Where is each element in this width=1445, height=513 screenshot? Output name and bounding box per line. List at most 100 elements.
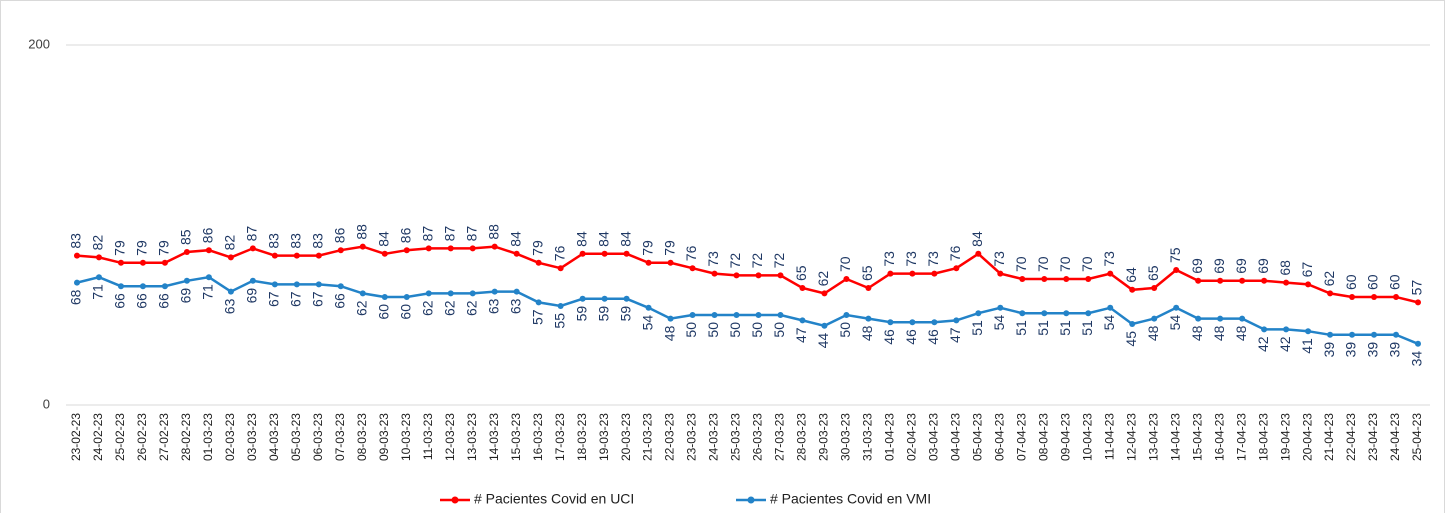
- data-label: 48: [1233, 325, 1249, 341]
- data-point: [271, 281, 278, 288]
- data-point: [623, 250, 630, 257]
- data-point: [1239, 315, 1246, 322]
- data-label: 66: [332, 293, 348, 309]
- data-label: 69: [178, 288, 194, 304]
- data-point: [755, 272, 762, 279]
- x-tick-label: 20-04-23: [1300, 413, 1314, 461]
- data-point: [1063, 276, 1070, 282]
- data-point: [337, 247, 344, 254]
- data-point: [205, 274, 212, 281]
- data-label: 60: [1387, 274, 1403, 290]
- data-label: 62: [815, 271, 831, 287]
- data-point: [689, 265, 696, 272]
- data-point: [733, 312, 740, 318]
- data-point: [491, 288, 498, 295]
- data-label: 48: [661, 325, 677, 341]
- data-point: [1349, 331, 1356, 338]
- data-point: [381, 294, 388, 300]
- data-point: [931, 319, 938, 326]
- data-label: 34: [1409, 351, 1425, 367]
- data-point: [95, 274, 102, 281]
- data-point: [359, 290, 366, 297]
- data-point: [1173, 267, 1180, 273]
- x-tick-label: 27-03-23: [773, 413, 787, 461]
- data-point: [1129, 286, 1136, 293]
- data-point: [403, 247, 410, 254]
- data-point: [205, 247, 212, 254]
- data-label: 86: [332, 227, 348, 243]
- x-tick-label: 23-04-23: [1366, 413, 1380, 461]
- data-label: 54: [991, 315, 1007, 331]
- legend-marker: [747, 496, 755, 504]
- data-point: [865, 285, 872, 291]
- data-label: 67: [1299, 262, 1315, 278]
- data-point: [425, 245, 432, 252]
- data-point: [535, 259, 542, 266]
- data-label: 63: [222, 298, 238, 314]
- data-point: [293, 252, 300, 259]
- data-label: 73: [705, 251, 721, 267]
- data-label: 70: [1057, 256, 1073, 272]
- x-tick-label: 01-03-23: [201, 413, 215, 461]
- x-tick-label: 18-04-23: [1256, 413, 1270, 461]
- x-tick-label: 23-03-23: [685, 413, 699, 461]
- data-label: 50: [771, 322, 787, 338]
- data-label: 47: [947, 327, 963, 343]
- x-tick-label: 14-04-23: [1168, 413, 1182, 461]
- data-label: 66: [156, 293, 172, 309]
- series-line: [76, 245, 1419, 304]
- data-label: 66: [134, 293, 150, 309]
- data-point: [1261, 326, 1268, 333]
- data-point: [1305, 328, 1312, 335]
- data-label: 72: [771, 253, 787, 269]
- data-label: 65: [793, 265, 809, 281]
- x-tick-label: 27-02-23: [157, 413, 171, 461]
- data-point: [161, 283, 168, 290]
- data-label: 76: [947, 245, 963, 261]
- data-point: [711, 312, 718, 318]
- x-tick-label: 06-04-23: [992, 413, 1006, 461]
- data-label: 57: [1409, 280, 1425, 296]
- data-point: [755, 312, 762, 318]
- data-point: [227, 254, 234, 261]
- data-point: [843, 276, 850, 282]
- data-point: [711, 270, 718, 277]
- data-label: 83: [266, 233, 282, 249]
- x-tick-label: 03-03-23: [245, 413, 259, 461]
- data-point: [447, 290, 454, 297]
- x-tick-label: 11-04-23: [1102, 413, 1116, 460]
- x-tick-label: 08-03-23: [355, 413, 369, 461]
- data-point: [74, 252, 80, 259]
- data-point: [997, 270, 1004, 277]
- legend-marker: [451, 496, 459, 504]
- data-label: 48: [1189, 325, 1205, 341]
- data-point: [469, 290, 476, 297]
- data-label: 51: [1079, 320, 1095, 336]
- data-label: 88: [485, 224, 501, 240]
- data-point: [1173, 304, 1180, 311]
- x-tick-label: 02-04-23: [905, 413, 919, 461]
- data-label: 88: [353, 224, 369, 240]
- data-point: [1327, 331, 1334, 338]
- data-point: [535, 299, 542, 306]
- data-label: 51: [1035, 320, 1051, 336]
- data-point: [623, 295, 630, 302]
- data-label: 45: [1123, 331, 1139, 347]
- data-label: 59: [617, 306, 633, 322]
- data-label: 73: [991, 251, 1007, 267]
- data-point: [909, 319, 916, 326]
- data-label: 69: [1233, 258, 1249, 274]
- data-point: [975, 250, 982, 257]
- data-label: 39: [1321, 342, 1337, 358]
- data-label: 84: [617, 231, 633, 247]
- legend-label: # Pacientes Covid en VMI: [770, 491, 931, 507]
- data-point: [1195, 315, 1202, 322]
- x-tick-label: 25-04-23: [1410, 413, 1424, 461]
- x-tick-label: 14-03-23: [487, 413, 501, 461]
- data-point: [865, 315, 872, 322]
- x-tick-label: 12-04-23: [1124, 413, 1138, 461]
- data-label: 54: [1167, 315, 1183, 331]
- x-tick-label: 02-03-23: [223, 413, 237, 461]
- data-label: 59: [573, 306, 589, 322]
- data-point: [1283, 279, 1290, 286]
